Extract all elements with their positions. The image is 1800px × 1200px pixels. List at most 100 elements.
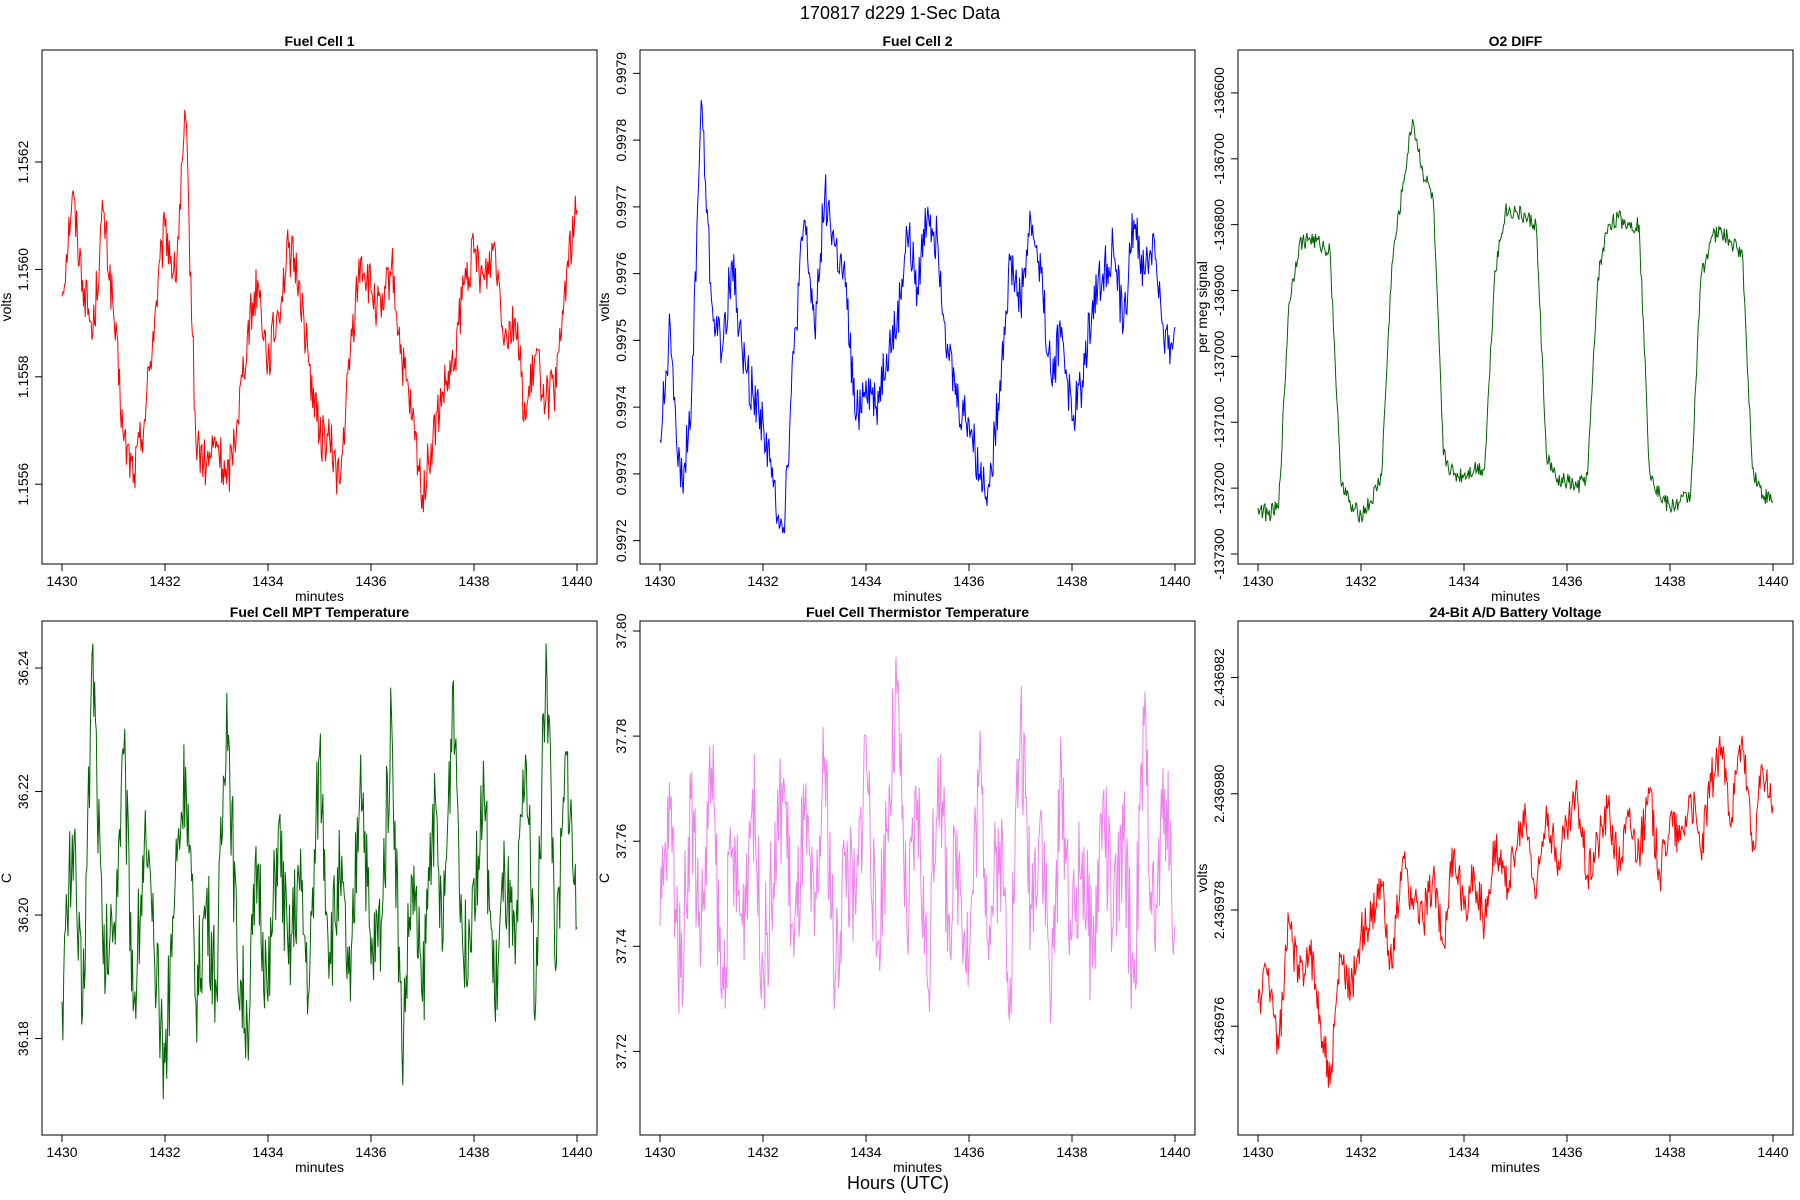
series-line: [1257, 119, 1774, 524]
y-tick-label: 36.22: [15, 774, 31, 809]
y-tick-label: 0.9974: [613, 386, 629, 429]
x-tick-label: 1432: [747, 1144, 778, 1160]
plot-frame: [639, 49, 1196, 565]
y-tick-label: 36.18: [15, 1021, 31, 1056]
x-tick-label: 1436: [953, 1144, 984, 1160]
y-tick-label: 37.78: [613, 718, 629, 753]
x-axis-label: minutes: [295, 588, 344, 604]
series-line: [61, 109, 578, 513]
y-tick-label: 37.74: [613, 929, 629, 964]
y-tick-label: 1.1562: [15, 140, 31, 183]
x-tick-label: 1436: [355, 1144, 386, 1160]
y-tick-label: 2.436978: [1211, 881, 1227, 940]
y-tick-label: 2.436976: [1211, 997, 1227, 1056]
panel-title: Fuel Cell 2: [882, 33, 952, 49]
panel-6: 24-Bit A/D Battery Voltage 1430 1432 1434 14…: [1194, 604, 1794, 1175]
y-tick-label: 36.24: [15, 650, 31, 685]
figure-title: 170817 d229 1-Sec Data: [800, 3, 1001, 23]
x-tick-label: 1434: [252, 573, 283, 589]
x-tick-label: 1438: [1654, 1144, 1685, 1160]
x-tick-label: 1436: [1551, 1144, 1582, 1160]
x-axis-label: minutes: [893, 588, 942, 604]
x-tick-label: 1438: [458, 1144, 489, 1160]
x-tick-label: 1430: [46, 573, 77, 589]
x-tick-label: 1440: [1757, 1144, 1788, 1160]
panel-1: Fuel Cell 1 1430 1432 1434 1436 1438 1440 minut…: [0, 33, 598, 604]
x-tick-label: 1440: [561, 573, 592, 589]
panel-4: Fuel Cell MPT Temperature 1430 1432 1434 143…: [0, 604, 598, 1175]
panel-title: O2 DIFF: [1489, 33, 1543, 49]
y-tick-label: 1.1558: [15, 355, 31, 398]
panel-title: Fuel Cell 1: [284, 33, 354, 49]
x-axis-label: minutes: [893, 1159, 942, 1175]
x-tick-label: 1438: [1056, 1144, 1087, 1160]
y-tick-label: -137100: [1211, 396, 1227, 448]
x-tick-label: 1440: [1159, 1144, 1190, 1160]
x-tick-label: 1438: [1056, 573, 1087, 589]
x-tick-label: 1432: [1345, 1144, 1376, 1160]
panel-5: Fuel Cell Thermistor Temperature 1430 1432…: [596, 604, 1196, 1175]
x-tick-label: 1436: [355, 573, 386, 589]
y-tick-label: 37.72: [613, 1034, 629, 1069]
panel-3: O2 DIFF 1430 1432 1434 1436 1438 1440 minutes -1…: [1194, 33, 1794, 604]
x-tick-label: 1440: [1757, 573, 1788, 589]
x-tick-label: 1434: [850, 1144, 881, 1160]
x-tick-label: 1434: [1448, 1144, 1479, 1160]
plot-frame: [639, 620, 1196, 1136]
x-tick-label: 1430: [1242, 573, 1273, 589]
y-tick-label: 2.436980: [1211, 764, 1227, 823]
x-tick-label: 1430: [644, 573, 675, 589]
y-tick-label: 37.80: [613, 613, 629, 648]
x-tick-label: 1440: [1159, 573, 1190, 589]
y-tick-label: 0.9972: [613, 519, 629, 562]
panel-title: Fuel Cell MPT Temperature: [230, 604, 410, 620]
y-axis-label: volts: [0, 293, 14, 322]
x-tick-label: 1434: [850, 573, 881, 589]
y-axis-label: per meg signal: [1194, 261, 1210, 353]
x-tick-label: 1434: [252, 1144, 283, 1160]
x-axis-label: minutes: [1491, 588, 1540, 604]
series-line: [61, 643, 578, 1100]
x-tick-label: 1438: [458, 573, 489, 589]
y-tick-label: 0.9976: [613, 252, 629, 295]
y-tick-label: 0.9973: [613, 452, 629, 495]
plot-frame: [41, 620, 598, 1136]
plot-frame: [41, 49, 598, 565]
y-axis-label: volts: [596, 293, 612, 322]
plot-frame: [1237, 49, 1794, 565]
series-line: [1257, 735, 1774, 1088]
y-tick-label: 0.9975: [613, 319, 629, 362]
y-tick-label: 1.1560: [15, 248, 31, 291]
y-axis-label: C: [0, 873, 14, 883]
x-tick-label: 1436: [953, 573, 984, 589]
y-tick-label: -137000: [1211, 331, 1227, 383]
x-tick-label: 1436: [1551, 573, 1582, 589]
series-line: [659, 100, 1176, 534]
y-tick-label: -136900: [1211, 265, 1227, 317]
x-tick-label: 1438: [1654, 573, 1685, 589]
y-axis-label: C: [596, 873, 612, 883]
y-tick-label: 0.9977: [613, 185, 629, 228]
x-tick-label: 1430: [46, 1144, 77, 1160]
x-tick-label: 1432: [1345, 573, 1376, 589]
x-tick-label: 1434: [1448, 573, 1479, 589]
y-tick-label: -137300: [1211, 528, 1227, 580]
y-tick-label: -136600: [1211, 67, 1227, 119]
x-axis-label: minutes: [1491, 1159, 1540, 1175]
y-tick-label: 1.1556: [15, 463, 31, 506]
y-tick-label: -137200: [1211, 462, 1227, 514]
y-tick-label: 37.76: [613, 823, 629, 858]
panel-title: Fuel Cell Thermistor Temperature: [806, 604, 1029, 620]
x-tick-label: 1440: [561, 1144, 592, 1160]
y-axis-label: volts: [1194, 864, 1210, 893]
x-tick-label: 1430: [1242, 1144, 1273, 1160]
x-tick-label: 1432: [149, 1144, 180, 1160]
y-tick-label: 36.20: [15, 897, 31, 932]
x-tick-label: 1430: [644, 1144, 675, 1160]
y-tick-label: -136800: [1211, 199, 1227, 251]
plot-frame: [1237, 620, 1794, 1136]
panel-title: 24-Bit A/D Battery Voltage: [1430, 604, 1602, 620]
y-tick-label: 2.436982: [1211, 648, 1227, 707]
y-tick-label: 0.9978: [613, 118, 629, 161]
